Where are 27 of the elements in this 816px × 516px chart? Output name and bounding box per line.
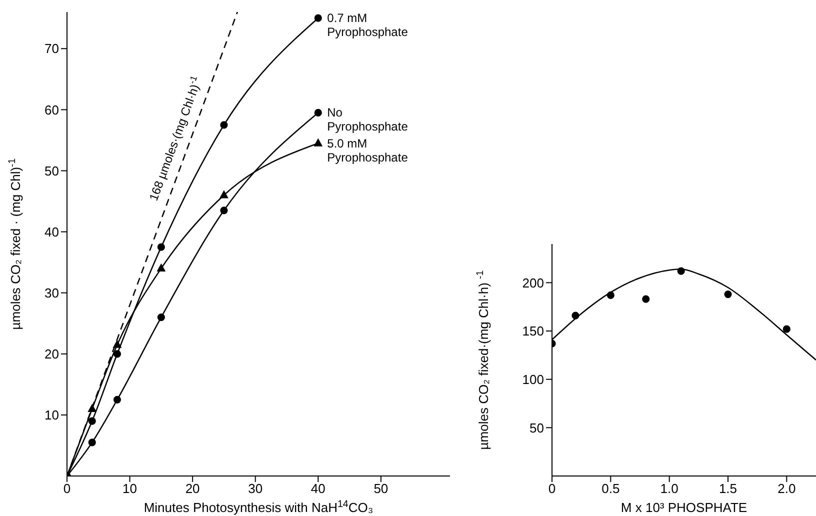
y-tick-label: 10 <box>44 408 59 423</box>
x-tick-label: 20 <box>185 481 200 496</box>
x-tick-label: 2.0 <box>778 481 796 496</box>
y-tick-label: 100 <box>522 372 544 387</box>
series-label: 5.0 mM Pyrophosphate <box>327 136 408 164</box>
x-tick-label: 30 <box>248 481 263 496</box>
y-tick-label: 50 <box>44 163 59 178</box>
y-tick-label: 20 <box>44 346 59 362</box>
x-tick-label: 10 <box>122 481 138 496</box>
y-tick-label: 200 <box>522 275 544 290</box>
x-tick-label: 0.5 <box>602 481 620 496</box>
y-tick-label: 50 <box>530 420 544 436</box>
x-tick-label: 1.5 <box>718 481 738 496</box>
x-tick-label: 1.0 <box>660 481 678 496</box>
y-tick-label: 30 <box>44 285 59 300</box>
x-tick-label: 50 <box>374 481 388 496</box>
x-tick-label: 40 <box>310 481 326 496</box>
x-axis-title: M x 10³ PHOSPHATE <box>620 500 748 515</box>
y-tick-label: 70 <box>44 41 59 56</box>
y-tick-label: 60 <box>44 102 59 118</box>
y-tick-label: 40 <box>44 224 59 240</box>
x-tick-label: 0 <box>548 481 556 496</box>
x-axis-title: Minutes Photosynthesis with NaH$^{14}$CO₃ <box>144 498 374 515</box>
series-label: 0.7 mM Pyrophosphate <box>327 11 408 40</box>
series-label: No Pyrophosphate <box>327 106 408 134</box>
y-tick-label: 150 <box>522 324 544 339</box>
x-tick-label: 0 <box>63 481 71 496</box>
